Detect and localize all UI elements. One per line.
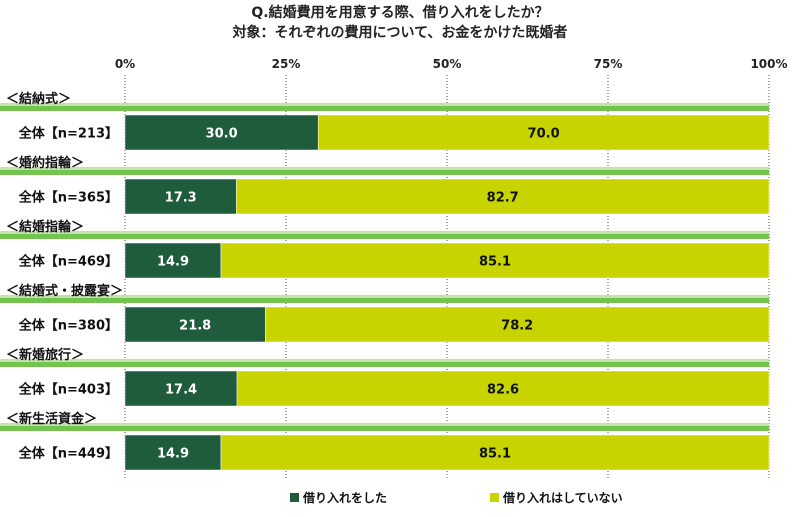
x-tick-label: 0% <box>115 57 135 71</box>
section-label: ＜新婚旅行＞ <box>6 347 84 363</box>
x-tick-label: 25% <box>272 57 301 71</box>
bar-segment <box>124 178 237 215</box>
legend-label: 借り入れをした <box>302 490 387 505</box>
bar-segment <box>236 178 770 215</box>
row-label: 全体【n=469】 <box>18 254 118 270</box>
section-band-highlight <box>0 295 769 298</box>
bar-segment <box>124 242 222 279</box>
data-label: 14.9 <box>157 255 189 270</box>
bar-segment <box>236 370 770 407</box>
data-label: 85.1 <box>479 255 511 270</box>
section-label: ＜結納式＞ <box>6 91 71 107</box>
section-band-highlight <box>0 423 769 426</box>
legend-swatch <box>490 493 499 502</box>
bar-segment <box>124 306 266 343</box>
data-label: 70.0 <box>528 127 560 142</box>
chart-title: Q.結婚費用を用意する際、借り入れをしたか？ <box>251 5 549 21</box>
data-label: 82.6 <box>487 383 519 398</box>
bar-segment <box>124 370 238 407</box>
x-tick-label: 75% <box>594 57 623 71</box>
chart-subtitle: 対象：それぞれの費用について、お金をかけた既婚者 <box>232 25 568 41</box>
section-band <box>0 106 769 111</box>
section-label: ＜婚約指輪＞ <box>6 155 84 171</box>
data-label: 78.2 <box>501 319 533 334</box>
section-band-highlight <box>0 103 769 106</box>
data-label: 21.8 <box>179 319 211 334</box>
data-label: 17.3 <box>165 191 197 206</box>
bar-segment <box>265 306 770 343</box>
row-label: 全体【n=213】 <box>18 126 118 142</box>
x-tick-label: 100% <box>750 57 787 71</box>
row-label: 全体【n=449】 <box>18 446 118 462</box>
section-band <box>0 298 769 303</box>
data-label: 17.4 <box>165 383 197 398</box>
bar-segment <box>317 114 770 151</box>
section-band-highlight <box>0 167 769 170</box>
data-label: 30.0 <box>206 127 238 142</box>
section-label: ＜結婚式・披露宴＞ <box>6 283 123 299</box>
x-tick-label: 50% <box>433 57 462 71</box>
legend-swatch <box>290 493 299 502</box>
section-band <box>0 170 769 175</box>
data-label: 85.1 <box>479 447 511 462</box>
bar-segment <box>124 434 222 471</box>
section-band-highlight <box>0 359 769 362</box>
data-label: 14.9 <box>157 447 189 462</box>
section-band <box>0 234 769 239</box>
section-band-highlight <box>0 231 769 234</box>
row-label: 全体【n=403】 <box>18 382 118 398</box>
bar-segment <box>124 114 319 151</box>
legend-label: 借り入れはしていない <box>502 490 623 505</box>
section-band <box>0 362 769 367</box>
bar-segment <box>220 434 770 471</box>
section-label: ＜結婚指輪＞ <box>6 219 84 235</box>
section-label: ＜新生活資金＞ <box>6 411 97 427</box>
section-band <box>0 426 769 431</box>
data-label: 82.7 <box>487 191 519 206</box>
row-label: 全体【n=380】 <box>18 318 118 334</box>
row-label: 全体【n=365】 <box>18 190 118 206</box>
bar-segment <box>220 242 770 279</box>
